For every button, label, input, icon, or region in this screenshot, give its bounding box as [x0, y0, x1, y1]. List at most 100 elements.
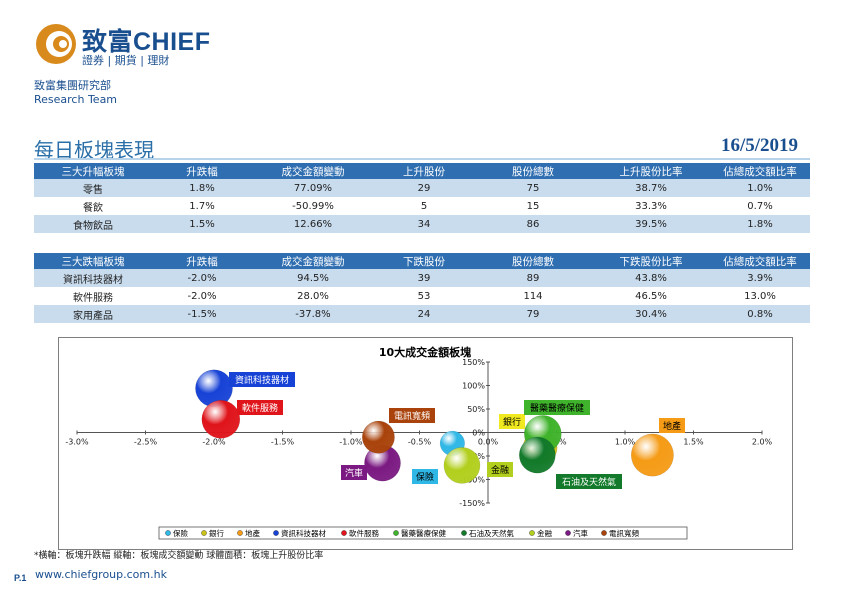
table-header: 股份總數 [474, 163, 592, 179]
table-cell: 0.7% [710, 197, 810, 215]
table-cell: 30.4% [592, 305, 710, 323]
table-cell: 5 [374, 197, 474, 215]
legend-label: 金融 [537, 528, 552, 538]
table-header: 成交金額變動 [252, 253, 374, 269]
table-cell: 1.5% [152, 215, 252, 233]
legend-marker [341, 530, 347, 536]
table-cell: 零售 [34, 179, 152, 197]
bubble-電訊寬頻 [361, 420, 395, 454]
logo-subtitle: 證券 | 期貨 | 理財 [82, 54, 170, 67]
table-header: 下跌股份比率 [592, 253, 710, 269]
table-cell: 食物飲品 [34, 215, 152, 233]
table-cell: 29 [374, 179, 474, 197]
legend-marker [393, 530, 399, 536]
legend-marker [461, 530, 467, 536]
table-header-row: 三大升幅板塊 升跌幅 成交金額變動 上升股份 股份總數 上升股份比率 佔總成交額… [34, 163, 810, 179]
table-header: 三大升幅板塊 [34, 163, 152, 179]
logo-swirl-icon [36, 24, 76, 64]
table-cell: 43.8% [592, 269, 710, 287]
table-header: 升跌幅 [152, 163, 252, 179]
table-cell: 資訊科技器材 [34, 269, 152, 287]
callout-box [499, 414, 525, 429]
table-header: 升跌幅 [152, 253, 252, 269]
callout-label: 汽車 [345, 467, 363, 479]
table-cell: 家用產品 [34, 305, 152, 323]
table-cell: 39 [374, 269, 474, 287]
table-cell: 15 [474, 197, 592, 215]
table-row: 零售 1.8% 77.09% 29 75 38.7% 1.0% [34, 179, 810, 197]
table-cell: 0.8% [710, 305, 810, 323]
x-tick-label: 1.5% [683, 438, 704, 447]
table-cell: -2.0% [152, 269, 252, 287]
callout-label: 資訊科技器材 [235, 374, 289, 386]
callout-label: 軟件服務 [242, 402, 278, 414]
table-cell: 114 [474, 287, 592, 305]
y-tick-label: 150% [462, 358, 485, 367]
table-row: 餐飲 1.7% -50.99% 5 15 33.3% 0.7% [34, 197, 810, 215]
table-row: 食物飲品 1.5% 12.66% 34 86 39.5% 1.8% [34, 215, 810, 233]
bubble-軟件服務 [201, 400, 241, 439]
x-tick-label: -0.5% [408, 438, 432, 447]
table-header: 佔總成交額比率 [710, 253, 810, 269]
table-header: 三大跌幅板塊 [34, 253, 152, 269]
legend-label: 汽車 [573, 528, 588, 538]
top-losers-table: 三大跌幅板塊 升跌幅 成交金額變動 下跌股份 股份總數 下跌股份比率 佔總成交額… [34, 253, 810, 323]
legend-marker [237, 530, 243, 536]
table-cell: 13.0% [710, 287, 810, 305]
company-logo: 致富CHIEF 證券 | 期貨 | 理財 [34, 22, 234, 68]
x-tick-label: -1.0% [339, 438, 363, 447]
table-cell: 1.0% [710, 179, 810, 197]
legend-label: 資訊科技器材 [281, 528, 326, 538]
chart-title: 10大成交金額板塊 [379, 345, 471, 359]
x-tick-label: 2.0% [752, 438, 773, 447]
table-cell: 77.09% [252, 179, 374, 197]
table-header: 成交金額變動 [252, 163, 374, 179]
table-cell: 39.5% [592, 215, 710, 233]
callout-label: 電訊寬頻 [394, 410, 430, 422]
callout-box [237, 400, 283, 415]
table-header: 佔總成交額比率 [710, 163, 810, 179]
table-header: 上升股份 [374, 163, 474, 179]
callout-label: 銀行 [503, 416, 521, 428]
table-cell: 24 [374, 305, 474, 323]
callout-box [389, 408, 435, 423]
title-divider [34, 158, 810, 160]
table-cell: 75 [474, 179, 592, 197]
table-cell: 28.0% [252, 287, 374, 305]
callout-box [524, 400, 590, 415]
legend-label: 地產 [245, 528, 260, 538]
legend-label: 軟件服務 [349, 528, 379, 538]
table-header: 股份總數 [474, 253, 592, 269]
table-cell: 1.8% [710, 215, 810, 233]
table-cell: -1.5% [152, 305, 252, 323]
bubble-石油及天然氣 [518, 436, 556, 474]
table-cell: 餐飲 [34, 197, 152, 215]
page-number: P.1 [14, 573, 27, 583]
table-cell: 38.7% [592, 179, 710, 197]
callout-label: 醫藥醫療保健 [530, 402, 584, 414]
table-cell: 86 [474, 215, 592, 233]
bubble-chart: 10大成交金額板塊 -3.0% -2.5% -2.0% -1.5% -1.0% -0.5%… [65, 345, 773, 540]
y-tick-label: 0% [472, 429, 485, 438]
table-cell: 33.3% [592, 197, 710, 215]
x-tick-label: -1.5% [271, 438, 295, 447]
report-date: 16/5/2019 [720, 135, 798, 156]
callout-label: 金融 [491, 464, 509, 476]
table-cell: 1.8% [152, 179, 252, 197]
x-tick-label: -2.5% [134, 438, 158, 447]
x-tick-label: -3.0% [65, 438, 89, 447]
callout-box [487, 462, 513, 477]
legend-label: 電訊寬頻 [609, 528, 639, 538]
table-header-row: 三大跌幅板塊 升跌幅 成交金額變動 下跌股份 股份總數 下跌股份比率 佔總成交額… [34, 253, 810, 269]
x-tick-label: 1.0% [615, 438, 636, 447]
website-link[interactable]: www.chiefgroup.com.hk [35, 568, 167, 581]
table-cell: -50.99% [252, 197, 374, 215]
y-tick-label: 50% [467, 405, 485, 414]
table-cell: 89 [474, 269, 592, 287]
table-cell: 79 [474, 305, 592, 323]
bubble-金融 [443, 447, 481, 484]
logo-name: 致富CHIEF [82, 28, 211, 56]
table-cell: 53 [374, 287, 474, 305]
table-cell: 34 [374, 215, 474, 233]
legend-marker [529, 530, 535, 536]
